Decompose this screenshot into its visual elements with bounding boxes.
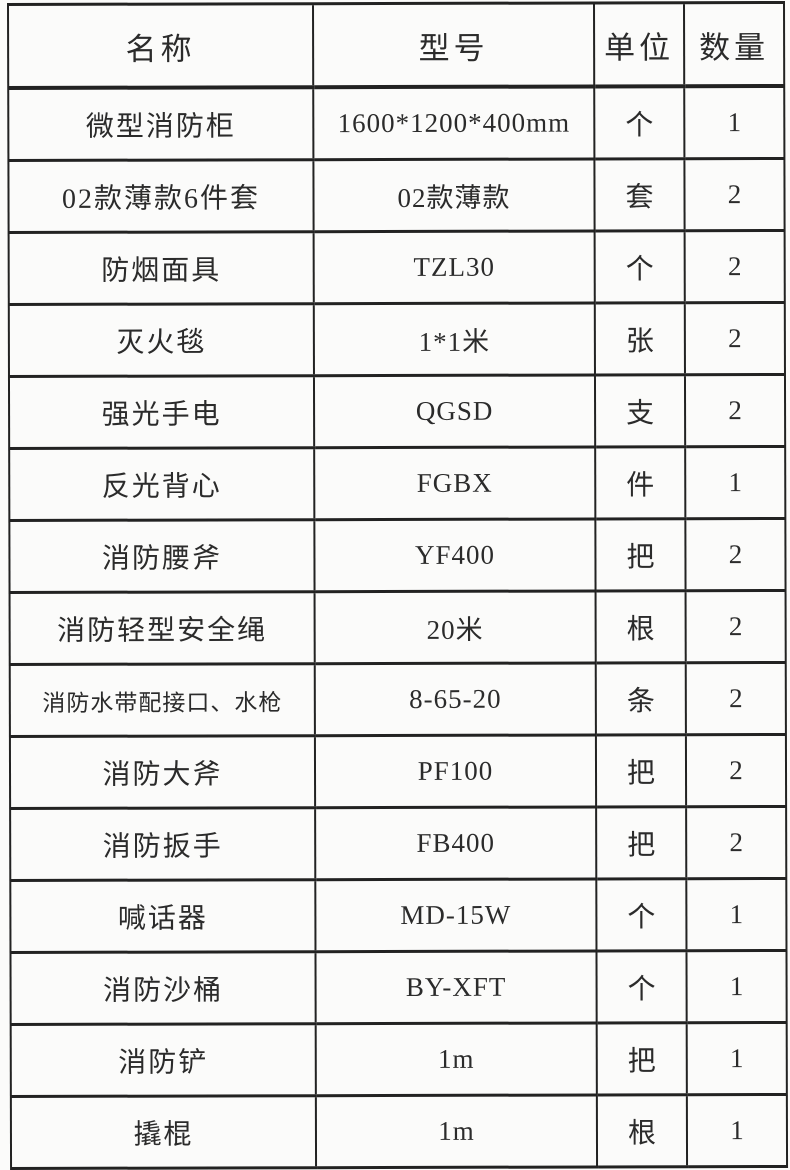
table-row: 消防水带配接口、水枪 8-65-20 条 2 <box>9 662 786 737</box>
cell-name: 消防沙桶 <box>10 951 316 1025</box>
cell-model: FGBX <box>314 446 596 520</box>
table-row: 撬棍 1m 根 1 <box>10 1094 788 1169</box>
cell-model: 20米 <box>314 590 596 664</box>
table-row: 消防轻型安全绳 20米 根 2 <box>9 590 786 665</box>
cell-model: 1600*1200*400mm <box>313 86 595 160</box>
table-row: 消防扳手 FB400 把 2 <box>10 806 787 881</box>
cell-model: QGSD <box>313 374 596 448</box>
cell-unit: 个 <box>594 230 685 303</box>
cell-model: BY-XFT <box>315 950 597 1024</box>
table-row: 灭火毯 1*1米 张 2 <box>8 302 785 377</box>
cell-qty: 1 <box>686 1094 788 1167</box>
cell-unit: 支 <box>594 374 686 447</box>
cell-model: 1m <box>315 1022 597 1096</box>
table-row: 消防铲 1m 把 1 <box>10 1022 787 1097</box>
column-header-name: 名称 <box>8 3 314 88</box>
table-row: 防烟面具 TZL30 个 2 <box>8 230 785 305</box>
header-row: 名称 型号 单位 数量 <box>8 2 785 88</box>
cell-qty: 2 <box>685 734 787 807</box>
cell-qty: 2 <box>684 302 785 375</box>
cell-model: FB400 <box>315 806 597 880</box>
cell-name: 消防水带配接口、水枪 <box>9 663 315 737</box>
cell-unit: 把 <box>595 734 687 807</box>
cell-qty: 1 <box>685 446 786 519</box>
cell-name: 防烟面具 <box>8 231 314 305</box>
cell-unit: 套 <box>594 158 685 231</box>
cell-model: 02款薄款 <box>313 158 595 232</box>
cell-name: 02款薄款6件套 <box>8 159 314 233</box>
cell-model: YF400 <box>314 518 596 592</box>
cell-unit: 个 <box>596 950 687 1023</box>
table-row: 消防腰斧 YF400 把 2 <box>9 518 786 593</box>
table-row: 消防大斧 PF100 把 2 <box>9 734 787 809</box>
cell-qty: 2 <box>684 374 786 447</box>
cell-qty: 2 <box>684 158 785 231</box>
column-header-qty: 数量 <box>684 2 785 87</box>
cell-qty: 2 <box>685 590 786 663</box>
cell-qty: 1 <box>686 878 787 951</box>
cell-name: 消防铲 <box>10 1023 316 1097</box>
document-sheet: 名称 型号 单位 数量 微型消防柜 1600*1200*400mm 个 1 02… <box>7 1 788 1170</box>
cell-unit: 把 <box>596 1022 687 1095</box>
cell-name: 消防腰斧 <box>9 519 315 593</box>
cell-model: 8-65-20 <box>314 662 596 736</box>
cell-unit: 根 <box>595 590 686 663</box>
table-row: 微型消防柜 1600*1200*400mm 个 1 <box>8 85 785 161</box>
table-row: 反光背心 FGBX 件 1 <box>9 446 786 521</box>
cell-model: 1m <box>315 1094 598 1168</box>
cell-name: 撬棍 <box>10 1095 317 1169</box>
column-header-unit: 单位 <box>594 2 685 87</box>
cell-name: 消防扳手 <box>10 807 316 881</box>
cell-name: 喊话器 <box>10 879 316 953</box>
cell-qty: 2 <box>686 806 787 879</box>
cell-model: PF100 <box>314 734 597 808</box>
cell-model: TZL30 <box>313 230 595 304</box>
cell-name: 反光背心 <box>9 447 315 521</box>
table-row: 喊话器 MD-15W 个 1 <box>10 878 787 953</box>
cell-name: 灭火毯 <box>8 303 314 377</box>
cell-unit: 个 <box>594 86 685 159</box>
cell-unit: 根 <box>596 1094 688 1167</box>
table-row: 消防沙桶 BY-XFT 个 1 <box>10 950 787 1025</box>
cell-unit: 把 <box>595 518 686 591</box>
cell-qty: 2 <box>685 662 786 735</box>
cell-name: 强光手电 <box>8 375 315 449</box>
cell-qty: 1 <box>686 1022 787 1095</box>
cell-unit: 件 <box>595 446 686 519</box>
cell-qty: 1 <box>684 85 785 159</box>
cell-name: 消防轻型安全绳 <box>9 591 315 665</box>
column-header-model: 型号 <box>313 2 595 88</box>
equipment-table: 名称 型号 单位 数量 微型消防柜 1600*1200*400mm 个 1 02… <box>7 1 788 1170</box>
cell-name: 消防大斧 <box>9 735 316 809</box>
cell-model: 1*1米 <box>313 302 595 376</box>
cell-unit: 个 <box>596 878 687 951</box>
cell-name: 微型消防柜 <box>8 87 314 161</box>
cell-qty: 2 <box>685 518 786 591</box>
table-row: 02款薄款6件套 02款薄款 套 2 <box>8 158 785 233</box>
cell-unit: 条 <box>595 662 686 735</box>
cell-unit: 把 <box>596 806 687 879</box>
cell-qty: 1 <box>686 950 787 1023</box>
cell-qty: 2 <box>684 230 785 303</box>
table-row: 强光手电 QGSD 支 2 <box>8 374 786 449</box>
cell-model: MD-15W <box>315 878 597 952</box>
cell-unit: 张 <box>594 302 685 375</box>
